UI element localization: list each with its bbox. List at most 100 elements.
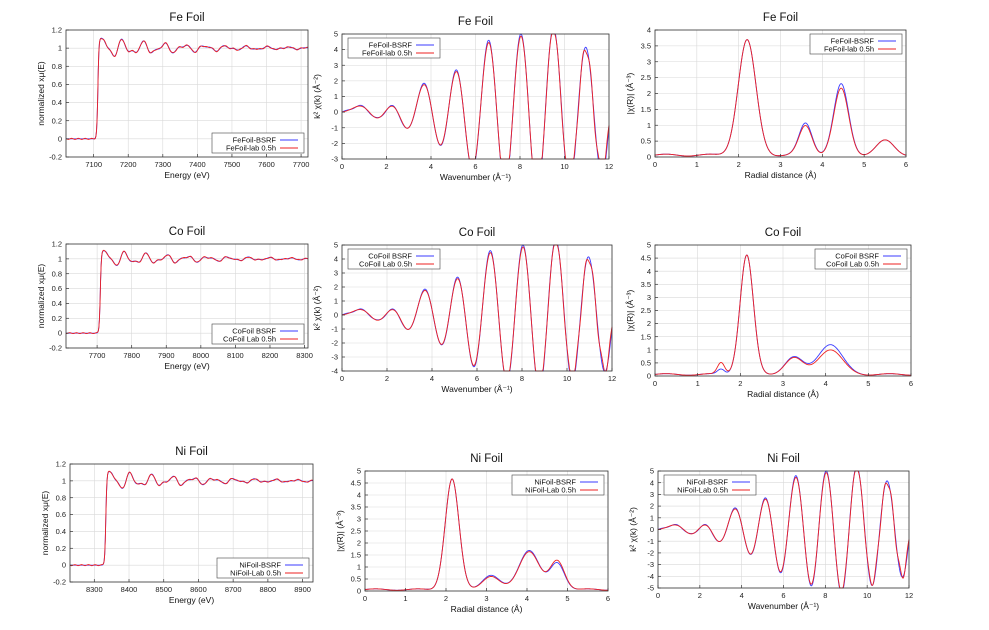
y-tick-label: 1.2 — [52, 240, 62, 249]
plot-frame — [65, 243, 309, 349]
y-axis-label: k² χ(k) (Å⁻²) — [312, 74, 322, 119]
x-tick-label: 7600 — [258, 160, 275, 169]
chart-panel-1: 7100 7200 7300 7400 7500 7600 7700 -0.2 0 0.2 0.4 0… — [36, 12, 309, 180]
y-tick-label: 1.5 — [351, 551, 361, 560]
y-tick-label: 0 — [647, 153, 651, 162]
x-tick-label: 12 — [605, 162, 613, 171]
x-axis-label: Energy (eV) — [164, 170, 210, 180]
x-tick-label: 5 — [866, 379, 870, 388]
x-tick-label: 0 — [656, 591, 660, 600]
y-tick-label: 0.4 — [52, 299, 62, 308]
y-axis-label: |χ(R)| (Å⁻³) — [625, 289, 635, 331]
chart-panel-8: 0 1 2 3 4 5 6 0 0.5 1 1.5 2 2.5 3 3.5 4 4.5 5 Ni Foil Radia… — [335, 453, 610, 614]
chart-panel-7: 8300 8400 8500 8600 8700 8800 8900 -0.2 0 0.2 0.4 0… — [40, 446, 314, 605]
x-tick-label: 8400 — [121, 585, 138, 594]
legend-label: FeFoil-BSRF — [233, 136, 277, 145]
x-tick-label: 5 — [565, 594, 569, 603]
y-tick-label: -4 — [647, 572, 654, 581]
x-tick-label: 10 — [863, 591, 871, 600]
y-tick-label: 5 — [334, 30, 338, 39]
plot-frame — [69, 463, 314, 583]
y-tick-label: 0 — [58, 134, 62, 143]
y-axis-label: normalized xμ(E) — [40, 491, 50, 556]
x-axis-label: Energy (eV) — [164, 361, 210, 371]
chart-title: Co Foil — [169, 226, 205, 238]
plot-frame — [65, 29, 309, 158]
y-tick-label: 3 — [647, 57, 651, 66]
y-tick-label: 1.5 — [641, 332, 651, 341]
y-tick-label: -1 — [647, 537, 654, 546]
y-tick-label: 2.5 — [351, 527, 361, 536]
x-tick-label: 8700 — [225, 585, 242, 594]
x-tick-label: 4 — [429, 162, 433, 171]
x-axis-label: Radial distance (Å) — [451, 604, 523, 614]
y-tick-label: 0.8 — [52, 269, 62, 278]
x-tick-label: 0 — [363, 594, 367, 603]
x-tick-label: 4 — [824, 379, 828, 388]
x-tick-label: 10 — [560, 162, 568, 171]
y-tick-label: 0 — [334, 108, 338, 117]
series-line-lab — [341, 244, 613, 372]
legend-label: NiFoil-Lab 0.5h — [230, 569, 281, 578]
x-tick-label: 2 — [738, 379, 742, 388]
y-tick-label: 0.5 — [351, 575, 361, 584]
series-line-lab — [657, 470, 910, 589]
y-tick-label: 3.5 — [641, 41, 651, 50]
x-tick-label: 8800 — [260, 585, 277, 594]
x-axis-label: Wavenumber (Å⁻¹) — [441, 384, 512, 394]
y-tick-label: 1 — [334, 92, 338, 101]
x-tick-label: 8300 — [86, 585, 103, 594]
y-tick-label: 0.4 — [56, 527, 66, 536]
legend-label: FeFoil-BSRF — [369, 41, 413, 50]
y-tick-label: 3.5 — [641, 280, 651, 289]
y-tick-label: -2 — [331, 339, 338, 348]
y-tick-label: 4 — [334, 255, 338, 264]
y-tick-label: -3 — [331, 155, 338, 164]
legend-label: CoFoil Lab 0.5h — [223, 335, 276, 344]
x-tick-label: 8600 — [190, 585, 207, 594]
x-tick-label: 3 — [778, 160, 782, 169]
x-tick-label: 6 — [781, 591, 785, 600]
chart-panel-6: 0 1 2 3 4 5 6 0 0.5 1 1.5 2 2.5 3 3.5 4 4.5 5 Co Foil Radia… — [625, 227, 913, 399]
y-tick-label: 4 — [647, 26, 651, 35]
y-tick-label: 0.4 — [52, 98, 62, 107]
y-tick-label: 3 — [647, 293, 651, 302]
legend-label: FeFoil-lab 0.5h — [362, 49, 412, 58]
y-tick-label: 0 — [647, 372, 651, 381]
y-tick-label: 3 — [357, 515, 361, 524]
y-tick-label: 0.8 — [56, 493, 66, 502]
y-tick-label: -3 — [647, 560, 654, 569]
y-tick-label: 0.5 — [641, 359, 651, 368]
x-tick-label: 8300 — [296, 351, 313, 360]
x-tick-label: 10 — [563, 374, 571, 383]
x-tick-label: 4 — [525, 594, 529, 603]
x-tick-label: 7100 — [85, 160, 102, 169]
y-axis-label: |χ(R)| (Å⁻³) — [625, 72, 635, 114]
chart-title: Ni Foil — [767, 453, 800, 465]
x-tick-label: 4 — [820, 160, 824, 169]
legend-label: NiFoil-Lab 0.5h — [677, 486, 728, 495]
x-tick-label: 8 — [823, 591, 827, 600]
x-tick-label: 7900 — [158, 351, 175, 360]
y-tick-label: 5 — [650, 467, 654, 476]
x-tick-label: 8900 — [294, 585, 311, 594]
y-tick-label: 3 — [650, 490, 654, 499]
y-tick-label: 0.2 — [52, 314, 62, 323]
y-tick-label: 0 — [334, 311, 338, 320]
x-tick-label: 7400 — [189, 160, 206, 169]
legend-label: CoFoil Lab 0.5h — [359, 260, 412, 269]
chart-panel-3: 0 1 2 3 4 5 6 0 0.5 1 1.5 2 2.5 3 3.5 4 Fe Foil Radial di… — [625, 12, 908, 180]
y-tick-label: 4.5 — [641, 254, 651, 263]
x-tick-label: 7700 — [89, 351, 106, 360]
y-tick-label: 2 — [647, 319, 651, 328]
x-tick-label: 7300 — [154, 160, 171, 169]
y-tick-label: -4 — [331, 367, 338, 376]
y-tick-label: 5 — [334, 241, 338, 250]
y-axis-label: |χ(R)| (Å⁻³) — [335, 510, 345, 552]
y-tick-label: -3 — [331, 353, 338, 362]
y-tick-label: 4 — [650, 478, 654, 487]
